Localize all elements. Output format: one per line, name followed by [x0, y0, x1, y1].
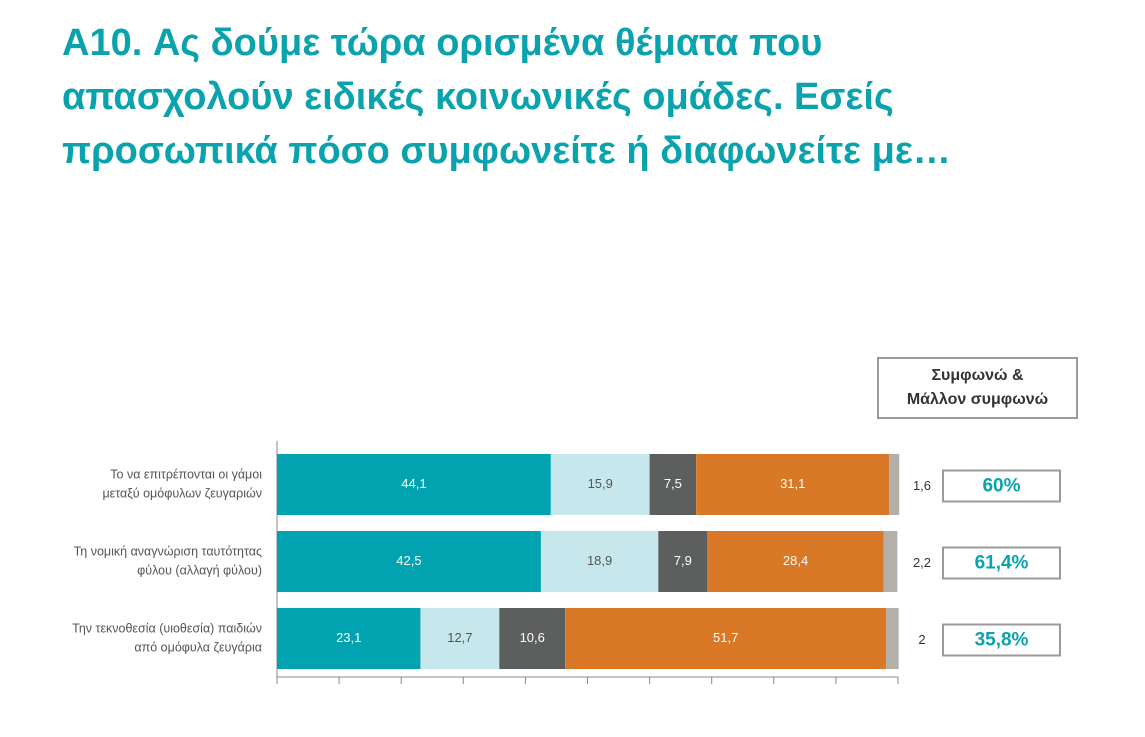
bar-segment: [550, 454, 650, 515]
agree-header-line-2: Μάλλον συμφωνώ: [906, 391, 1049, 408]
agree-total-value: 60%: [982, 476, 1020, 497]
bar-segment: [649, 454, 697, 515]
data-label: 7,9: [674, 553, 692, 568]
agree-total-value: 35,8%: [975, 630, 1029, 651]
data-label: 42,5: [396, 553, 421, 568]
bar-segment: [886, 608, 899, 669]
bar-segment: [889, 454, 900, 515]
data-label: 10,6: [520, 630, 545, 645]
category-label: από ομόφυλα ζευγάρια: [134, 640, 262, 654]
data-label: 23,1: [336, 630, 361, 645]
bar-segment: [277, 454, 551, 515]
bar-segment: [565, 608, 887, 669]
category-label: μεταξύ ομόφυλων ζευγαριών: [102, 486, 262, 500]
bar-segment: [883, 531, 898, 592]
data-label: 51,7: [713, 630, 738, 645]
data-label: 2: [918, 632, 925, 647]
title-line-3: προσωπικά πόσο συμφωνείτε ή διαφωνείτε μ…: [62, 130, 951, 172]
agree-total-box: [942, 469, 1061, 503]
bar-segment: [707, 531, 884, 592]
bar-segment: [540, 531, 659, 592]
title-line-2: απασχολούν ειδικές κοινωνικές ομάδες. Εσ…: [62, 76, 894, 118]
data-label: 18,9: [587, 553, 612, 568]
bar-segment: [696, 454, 890, 515]
title-line-1: A10. Ας δούμε τώρα ορισμένα θέματα που: [62, 22, 823, 64]
bar-segment: [499, 608, 566, 669]
category-label: Τη νομική αναγνώριση ταυτότητας: [74, 544, 262, 558]
data-label: 31,1: [780, 476, 805, 491]
agree-total-header: Συμφωνώ & Μάλλον συμφωνώ: [877, 357, 1078, 419]
category-label: Το να επιτρέπονται οι γάμοι: [110, 467, 262, 481]
data-label: 28,4: [783, 553, 808, 568]
agree-total-box: [942, 623, 1061, 657]
bar-segment: [658, 531, 708, 592]
bar-segment: [277, 531, 541, 592]
data-label: 15,9: [588, 476, 613, 491]
category-label: φύλου (αλλαγή φύλου): [137, 563, 262, 577]
bar-segment: [277, 608, 421, 669]
category-label: Την τεκνοθεσία (υιοθεσία) παιδιών: [72, 621, 262, 635]
agree-total-value: 61,4%: [975, 553, 1029, 574]
agree-total-box: [942, 546, 1061, 580]
data-label: 12,7: [447, 630, 472, 645]
data-label: 44,1: [401, 476, 426, 491]
data-label: 7,5: [664, 476, 682, 491]
bar-segment: [420, 608, 500, 669]
data-label: 2,2: [913, 555, 931, 570]
page-title: A10. Ας δούμε τώρα ορισμένα θέματα που α…: [62, 16, 1112, 178]
data-label: 1,6: [913, 478, 931, 493]
agree-header-line-1: Συμφωνώ &: [931, 367, 1024, 384]
